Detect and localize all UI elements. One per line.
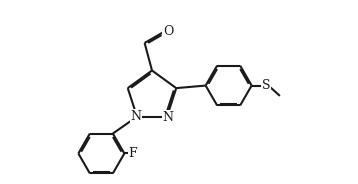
Text: N: N (163, 111, 174, 124)
Text: N: N (131, 110, 142, 123)
Text: F: F (129, 147, 137, 160)
Text: O: O (163, 24, 173, 38)
Text: S: S (262, 79, 270, 92)
